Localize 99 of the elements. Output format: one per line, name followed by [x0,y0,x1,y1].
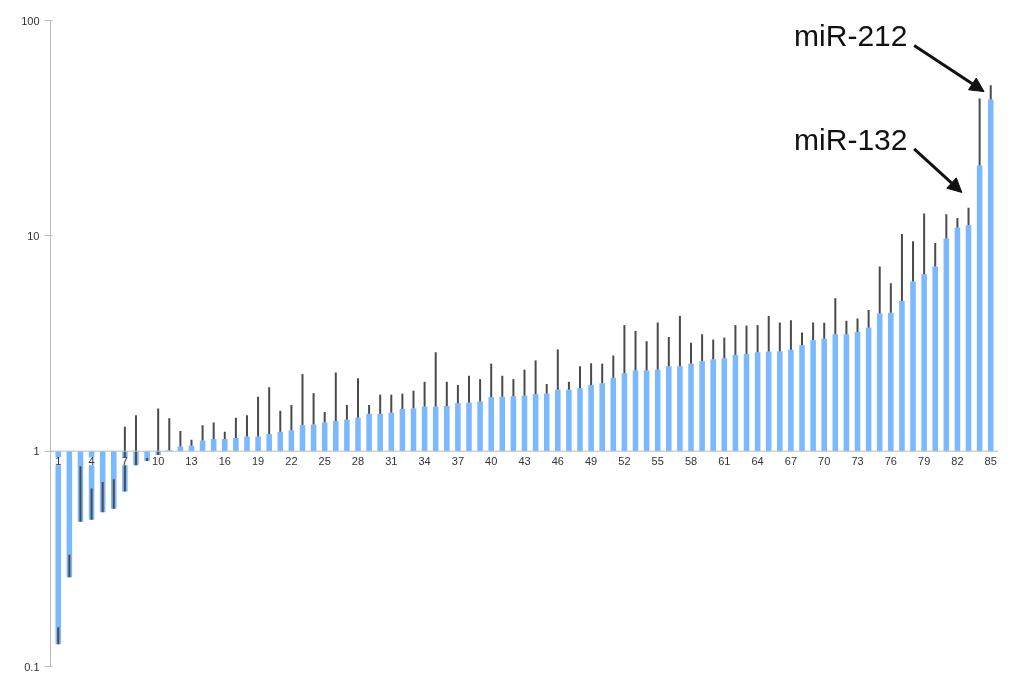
bar [555,389,561,452]
x-tick-label: 85 [984,455,997,468]
bar [688,363,694,452]
bar [710,359,716,452]
bar [510,396,517,452]
bar [632,370,639,452]
bar [777,351,783,452]
x-tick-label: 10 [152,455,165,468]
bar [832,334,839,452]
bar [566,389,572,452]
bar [888,312,894,452]
bar [932,266,938,452]
bar [255,436,261,452]
bar [721,358,728,452]
bar [532,394,539,452]
x-tick-label: 13 [185,455,198,468]
bar [410,408,417,452]
x-tick-label: 4 [88,455,95,468]
x-tick-label: 34 [418,455,431,468]
bar [444,406,450,452]
annotation: miR-132 [794,122,908,156]
x-tick-label: 76 [884,455,897,468]
bar [987,99,994,452]
bar [843,334,850,452]
bar [333,421,339,452]
bar [765,351,772,452]
x-tick-label: 67 [784,455,798,468]
x-tick-label: 19 [251,455,265,468]
bar [477,401,483,452]
x-tick-label: 31 [385,455,398,468]
bar [876,313,883,452]
bar [943,238,950,452]
bar [344,419,350,452]
bar [954,227,961,452]
bar [366,413,372,452]
x-tick-label: 58 [684,455,698,468]
bar [355,417,361,452]
bar [266,434,272,452]
annotation: miR-212 [794,19,908,53]
bar [743,353,750,452]
bar [233,438,239,452]
x-tick-label: 46 [551,455,564,468]
bar [588,384,594,452]
x-tick-label: 28 [351,455,365,468]
bar [754,352,761,452]
bar [488,397,494,452]
bar [610,377,617,452]
y-tick-label: 0.1 [24,660,40,673]
bar [677,366,683,452]
x-tick-label: 43 [518,455,531,468]
bar [699,361,705,452]
x-tick-label: 79 [918,455,931,468]
bar [666,366,672,452]
bar [310,424,317,452]
y-tick-label: 1 [33,445,40,458]
bar [854,331,861,452]
bar [599,383,605,452]
bar [643,370,650,452]
bar [976,165,983,452]
bar [455,403,461,452]
x-tick-label: 49 [584,455,598,468]
bar [732,354,739,452]
bar [244,436,250,452]
x-tick-label: 16 [218,455,231,468]
bar [288,430,295,452]
x-tick-label: 37 [451,455,465,468]
bar [621,373,628,452]
bar [899,301,905,452]
bar [799,345,805,452]
x-tick-label: 82 [951,455,964,468]
x-tick-label: 73 [851,455,864,468]
bar [921,274,927,452]
x-tick-label: 7 [121,455,128,468]
bar [466,402,472,452]
bar [299,425,306,452]
x-tick-label: 70 [818,455,831,468]
bar [577,388,583,452]
x-tick-label: 52 [618,455,631,468]
x-tick-label: 1 [55,455,62,468]
bar [788,349,794,452]
x-tick-label: 25 [318,455,331,468]
x-tick-label: 55 [651,455,664,468]
x-tick-label: 40 [485,455,498,468]
bar [654,369,661,452]
bar [965,225,972,452]
x-tick-label: 22 [285,455,298,468]
x-tick-label: 61 [718,455,731,468]
bar [810,340,816,452]
bar [55,451,62,645]
bar [321,422,328,452]
bar [910,281,916,452]
bar [377,413,383,452]
bar [222,438,228,452]
y-tick-label: 100 [21,14,40,27]
bar [399,408,406,452]
bar [821,338,827,452]
y-tick-label: 10 [27,229,40,242]
x-tick-label: 64 [751,455,764,468]
bar [865,327,872,452]
